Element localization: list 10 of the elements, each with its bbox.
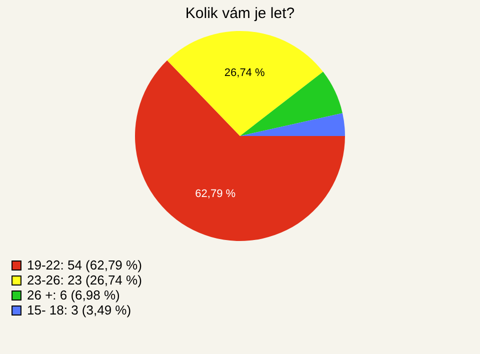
pie-slice <box>240 113 345 136</box>
pie-slice <box>167 31 324 136</box>
chart-title: Kolik vám je let? <box>185 5 295 22</box>
legend-label: 26 +: 6 (6,98 %) <box>27 288 120 302</box>
legend-label: 23-26: 23 (26,74 %) <box>27 272 142 288</box>
pie-slice <box>135 60 345 241</box>
legend-label: 15- 18: 3 (3,49 %) <box>27 302 132 318</box>
data-label: 62,79 % <box>195 188 236 200</box>
data-label: 26,74 % <box>224 67 265 80</box>
legend-label: 19-22: 54 (62,79 %) <box>27 258 142 272</box>
